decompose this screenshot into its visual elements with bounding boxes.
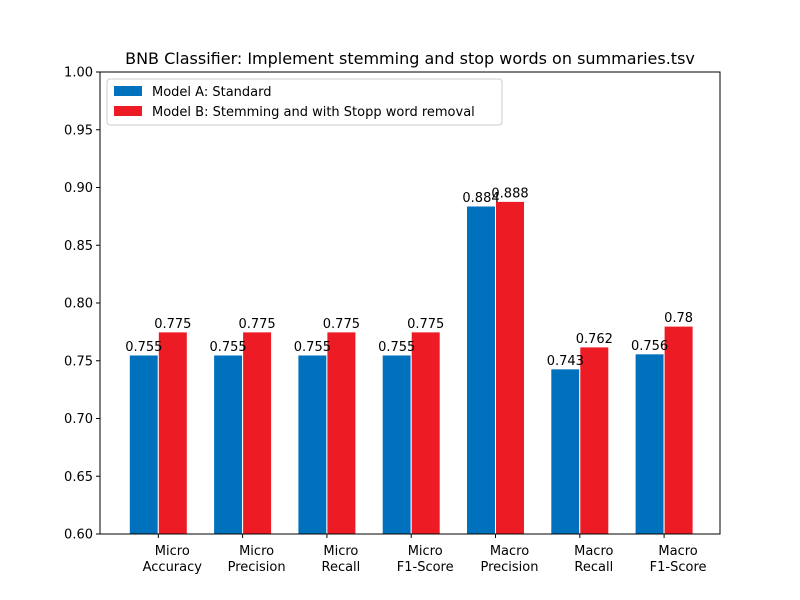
legend-swatch-model-a: [114, 86, 142, 96]
x-tick-label: Micro: [155, 544, 190, 559]
x-tick-label: Precision: [480, 560, 538, 575]
data-label-model-a: 0.743: [547, 354, 584, 369]
y-tick-label: 0.75: [64, 354, 93, 369]
bar-model-b: [157, 331, 188, 535]
y-tick-label: 0.65: [64, 470, 93, 485]
bars-group: [128, 200, 694, 535]
legend: Model A: Standard Model B: Stemming and w…: [106, 78, 503, 126]
bar-model-b: [579, 346, 610, 535]
bar-model-a: [550, 368, 581, 535]
x-tick-label: Accuracy: [143, 560, 203, 575]
data-labels-group: 0.755 0.775 0.755 0.775 0.755 0.775 0.755 0.775…: [125, 186, 693, 368]
data-label-model-b: 0.775: [238, 317, 275, 332]
x-tick-label: Macro: [490, 544, 529, 559]
x-tick-label: Recall: [322, 560, 361, 575]
bar-model-a: [297, 354, 328, 535]
x-tick-label: Micro: [323, 544, 358, 559]
data-label-model-b: 0.775: [154, 317, 191, 332]
legend-label-model-a: Model A: Standard: [152, 85, 271, 100]
data-label-model-a: 0.884: [462, 191, 499, 206]
legend-swatch-model-b: [114, 106, 142, 116]
data-label-model-b: 0.775: [407, 317, 444, 332]
y-axis: 0.60 0.65 0.70 0.75 0.80 0.85 0.90 0.95 1.00: [64, 66, 100, 543]
data-label-model-b: 0.888: [491, 186, 528, 201]
legend-box: [106, 78, 503, 126]
y-tick-label: 0.85: [64, 239, 93, 254]
bar-model-a: [466, 205, 496, 535]
x-tick-label: Micro: [408, 544, 443, 559]
bar-model-b: [242, 331, 273, 535]
data-label-model-a: 0.755: [294, 340, 331, 355]
bar-model-b: [326, 331, 357, 535]
data-label-model-b: 0.775: [323, 317, 360, 332]
bar-model-a: [128, 354, 159, 535]
legend-label-model-b: Model B: Stemming and with Stopp word re…: [152, 105, 475, 120]
data-label-model-a: 0.755: [378, 340, 415, 355]
y-tick-label: 0.70: [64, 412, 93, 427]
x-tick-label: F1-Score: [397, 560, 454, 575]
data-label-model-b: 0.78: [664, 311, 693, 326]
x-tick-label: Micro: [239, 544, 274, 559]
y-tick-label: 0.80: [64, 297, 93, 312]
chart-title: BNB Classifier: Implement stemming and s…: [125, 49, 695, 68]
x-tick-label: Precision: [228, 560, 286, 575]
y-tick-label: 0.95: [64, 123, 93, 138]
x-tick-label: Macro: [574, 544, 613, 559]
bar-model-b: [410, 331, 441, 535]
data-label-model-b: 0.762: [576, 332, 613, 347]
y-tick-label: 0.90: [64, 181, 93, 196]
data-label-model-a: 0.755: [209, 340, 246, 355]
x-tick-label: F1-Score: [650, 560, 707, 575]
bar-model-b: [495, 200, 525, 535]
bar-model-a: [213, 354, 244, 535]
y-tick-label: 0.60: [64, 528, 93, 543]
data-label-model-a: 0.756: [631, 339, 668, 354]
x-tick-label: Macro: [658, 544, 697, 559]
bar-model-b: [663, 325, 694, 535]
data-label-model-a: 0.755: [125, 340, 162, 355]
y-tick-label: 1.00: [64, 66, 93, 81]
bar-model-a: [381, 354, 412, 535]
x-axis: MicroAccuracyMicroPrecisionMicroRecallMi…: [143, 534, 707, 575]
x-tick-label: Recall: [574, 560, 613, 575]
bar-model-a: [634, 353, 665, 535]
